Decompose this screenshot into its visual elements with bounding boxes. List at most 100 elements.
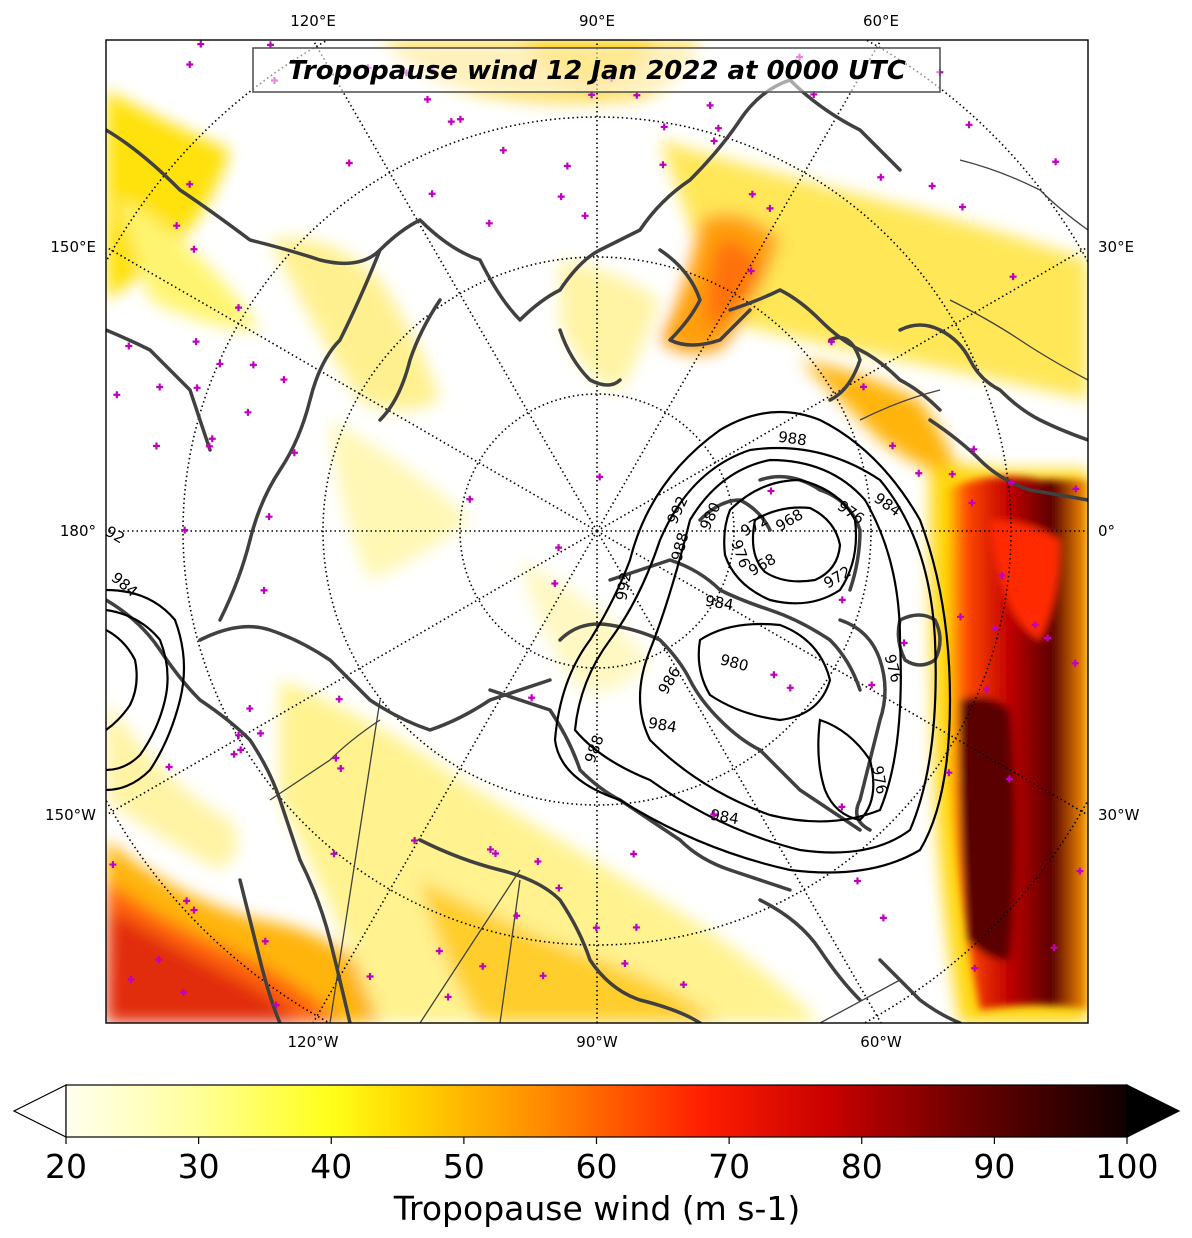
colorbar-bar <box>65 1084 1128 1138</box>
lon-label-right: 30°E <box>1098 238 1134 256</box>
colorbar-extend-low <box>12 1084 67 1138</box>
station-marker <box>257 729 265 737</box>
station-marker <box>1072 485 1080 493</box>
station-marker <box>192 338 200 346</box>
station-marker <box>928 182 936 190</box>
station-marker <box>155 956 163 964</box>
contour-label: 984 <box>704 592 735 615</box>
station-marker <box>991 624 999 632</box>
lon-label-left: 150°E <box>50 238 96 256</box>
station-marker <box>244 408 252 416</box>
station-marker <box>1050 944 1058 952</box>
station-marker <box>1044 634 1052 642</box>
station-marker <box>499 146 507 154</box>
station-marker <box>621 960 629 968</box>
station-marker <box>366 973 374 981</box>
station-marker <box>860 383 868 391</box>
station-marker <box>767 487 775 495</box>
station-marker <box>411 837 419 845</box>
station-marker <box>261 937 269 945</box>
station-marker <box>109 861 117 869</box>
station-marker <box>948 470 956 478</box>
station-marker <box>534 857 542 865</box>
borders <box>269 159 1088 1023</box>
station-marker <box>915 469 923 477</box>
station-marker <box>659 161 667 169</box>
station-marker <box>1071 659 1079 667</box>
station-marker <box>345 159 353 167</box>
station-marker <box>555 544 563 552</box>
station-marker <box>513 912 521 920</box>
longitude-labels: 120°E 90°E 60°E 120°W 90°W 60°W 150°E 18… <box>45 12 1140 1051</box>
station-marker <box>581 212 589 220</box>
station-marker <box>444 993 452 1001</box>
station-marker <box>235 731 243 739</box>
station-marker <box>706 101 714 109</box>
station-marker <box>237 746 245 754</box>
lon-label-top: 60°E <box>863 12 899 30</box>
station-marker <box>747 267 755 275</box>
station-marker <box>173 222 181 230</box>
station-marker <box>1009 273 1017 281</box>
title-box: Tropopause wind 12 Jan 2022 at 0000 UTC <box>252 47 941 93</box>
station-marker <box>971 964 979 972</box>
map-frame <box>105 39 1089 1024</box>
colorbar-tick-label: 50 <box>443 1147 485 1186</box>
station-marker <box>766 204 774 212</box>
station-marker <box>945 769 953 777</box>
station-marker <box>853 877 861 885</box>
lon-label-right: 0° <box>1098 522 1115 540</box>
station-marker <box>165 763 173 771</box>
station-marker <box>958 203 966 211</box>
station-marker <box>125 342 133 350</box>
station-marker <box>748 190 756 198</box>
station-marker <box>205 442 213 450</box>
graticule <box>106 40 1088 1023</box>
station-marker <box>563 162 571 170</box>
colorbar-tick-label: 20 <box>45 1147 87 1186</box>
station-marker <box>190 906 198 914</box>
station-marker <box>272 1001 280 1009</box>
pressure-contours <box>106 410 952 874</box>
station-marker <box>486 845 494 853</box>
contour-label: 984 <box>709 806 740 829</box>
station-marker <box>152 442 160 450</box>
station-marker <box>970 445 978 453</box>
station-marker <box>539 972 547 980</box>
station-marker <box>332 754 340 762</box>
station-marker <box>714 124 722 132</box>
station-marker <box>557 193 565 201</box>
lon-label-bottom: 60°W <box>860 1033 902 1051</box>
station-marker <box>180 988 188 996</box>
colorbar-tick-label: 70 <box>708 1147 750 1186</box>
station-marker <box>877 173 885 181</box>
station-marker <box>181 526 189 534</box>
station-marker <box>1052 158 1060 166</box>
station-marker <box>235 304 243 312</box>
station-marker <box>838 803 846 811</box>
station-marker <box>968 499 976 507</box>
station-marker <box>592 924 600 932</box>
colorbar: 20 30 40 50 60 70 80 90 100 Tropopause wind (m s… <box>12 1084 1181 1228</box>
lon-label-bottom: 120°W <box>288 1033 339 1051</box>
colorbar-tick-label: 60 <box>576 1147 618 1186</box>
station-marker <box>1007 479 1015 487</box>
station-marker <box>193 384 201 392</box>
contour-label: 984 <box>647 714 678 737</box>
map-title: Tropopause wind 12 Jan 2022 at 0000 UTC <box>288 56 906 86</box>
station-marker <box>630 850 638 858</box>
colorbar-extend-high <box>1126 1084 1181 1138</box>
station-marker <box>889 442 897 450</box>
station-marker <box>596 473 604 481</box>
station-marker <box>113 391 121 399</box>
station-marker <box>632 923 640 931</box>
station-marker <box>633 91 641 99</box>
station-marker <box>428 190 436 198</box>
lon-label-right: 30°W <box>1098 806 1140 824</box>
station-marker <box>186 180 194 188</box>
station-marker <box>827 338 835 346</box>
lon-label-left: 180° <box>60 522 96 540</box>
station-marker <box>485 219 493 227</box>
station-marker <box>900 639 908 647</box>
station-marker <box>335 695 343 703</box>
